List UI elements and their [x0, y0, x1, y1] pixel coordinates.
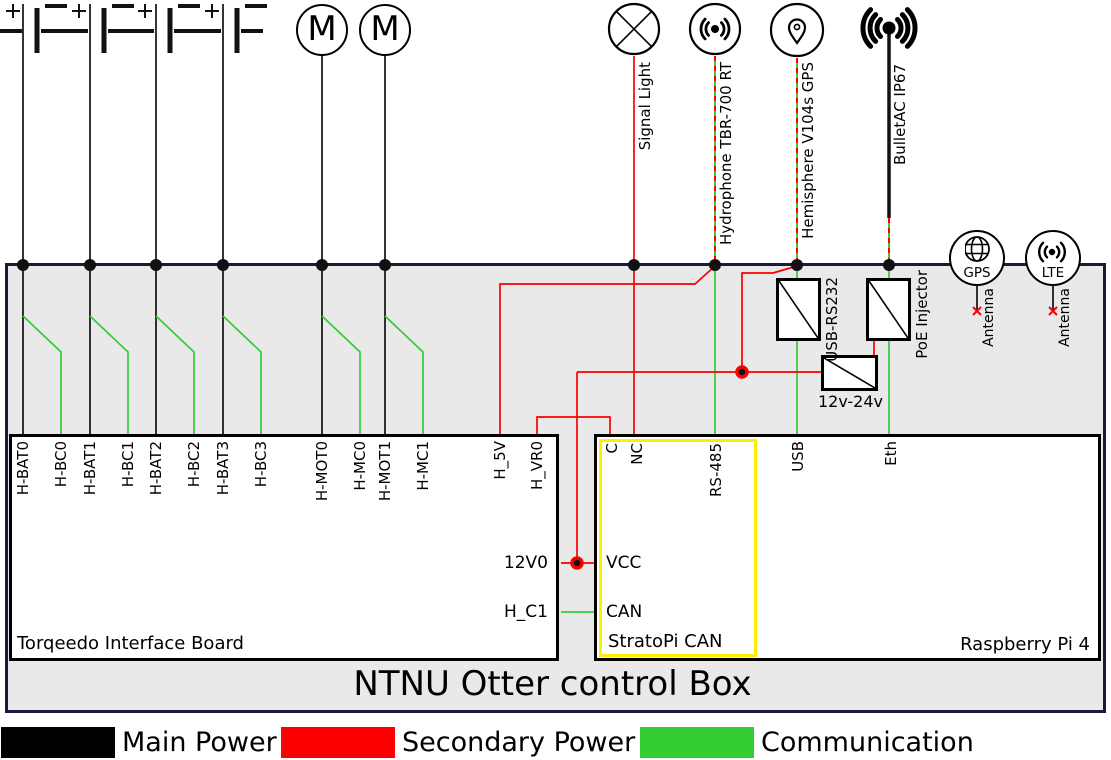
pin-h-c1: H_C1: [504, 602, 548, 622]
gps-antenna-label: GPS: [963, 265, 991, 281]
hydrophone-label: Hydrophone TBR-700 RT: [717, 62, 735, 245]
hydrophone-icon: [688, 2, 742, 56]
pin-rs485: RS-485: [707, 443, 725, 497]
legend-label-secondary-power: Secondary Power: [402, 727, 636, 758]
torqeedo-interface-board: [9, 434, 559, 661]
legend-swatch-main-power: [1, 727, 115, 758]
raspberry-pi-title: Raspberry Pi 4: [960, 634, 1090, 655]
pin-c: C: [603, 443, 621, 454]
lte-antenna-symbol: LTE: [1025, 230, 1081, 286]
motor-0-label: M: [307, 9, 337, 49]
pin-can: CAN: [606, 602, 643, 622]
gps-antenna-stub-label: Antenna: [981, 288, 997, 347]
battery-symbols: [0, 4, 267, 53]
pin-h-mc0: H-MC0: [351, 441, 369, 491]
legend-swatch-communication: [640, 727, 754, 758]
pin-h-bc0: H-BC0: [52, 441, 70, 488]
pin-h-bc3: H-BC3: [252, 441, 270, 488]
pin-usb: USB: [789, 441, 807, 472]
hemisphere-gps-label: Hemisphere V104s GPS: [799, 62, 817, 239]
legend: Main Power Secondary Power Communication: [0, 727, 1111, 760]
lte-waves-icon: [1038, 241, 1066, 263]
legend-label-communication: Communication: [761, 727, 974, 758]
usb-rs232-module: [776, 278, 821, 341]
battery-plus-signs: [6, 4, 219, 18]
lte-antenna-stub-label: Antenna: [1057, 288, 1073, 347]
pin-h-bat0: H-BAT0: [14, 441, 32, 496]
bullet-antenna-icon: [860, 7, 918, 49]
pin-eth: Eth: [882, 441, 900, 466]
globe-icon: [965, 236, 990, 262]
pin-h-bat3: H-BAT3: [214, 441, 232, 496]
legend-label-main-power: Main Power: [122, 727, 277, 758]
motor-1-symbol: M: [359, 4, 411, 56]
signal-light-label: Signal Light: [636, 62, 654, 151]
pin-h-mc1: H-MC1: [414, 441, 432, 491]
pin-12v0: 12V0: [503, 553, 548, 573]
pin-h-mot1: H-MOT1: [376, 441, 394, 502]
usb-rs232-label: USB-RS232: [823, 277, 841, 362]
poe-injector-module: [866, 278, 911, 341]
signal-light-icon: [607, 2, 661, 56]
pin-h-bc2: H-BC2: [185, 441, 203, 488]
motor-1-label: M: [370, 9, 400, 49]
pin-h-bat2: H-BAT2: [147, 441, 165, 496]
battery-thick-plates: [34, 8, 240, 53]
dc-converter-label: 12v-24v: [818, 392, 883, 411]
lte-antenna-label: LTE: [1041, 265, 1065, 281]
pin-h-vr0: H_VR0: [528, 441, 546, 491]
motor-0-symbol: M: [296, 4, 348, 56]
pin-vcc: VCC: [606, 553, 642, 573]
bulletac-label: BulletAC IP67: [891, 64, 909, 166]
gps-antenna-symbol: GPS: [949, 230, 1005, 286]
pin-nc: NC: [628, 443, 646, 465]
poe-injector-label: PoE Injector: [913, 270, 931, 359]
gps-pin-icon: [769, 2, 825, 58]
torqeedo-title: Torqeedo Interface Board: [17, 633, 244, 654]
diagram-title: NTNU Otter control Box: [353, 664, 752, 704]
pin-h-mot0: H-MOT0: [313, 441, 331, 502]
pin-h-bc1: H-BC1: [119, 441, 137, 488]
pin-h-5v: H_5V: [491, 441, 509, 480]
legend-swatch-secondary-power: [281, 727, 395, 758]
pin-h-bat1: H-BAT1: [81, 441, 99, 496]
stratopi-title: StratoPi CAN: [608, 631, 723, 652]
stratopi-can-board: [599, 439, 757, 657]
